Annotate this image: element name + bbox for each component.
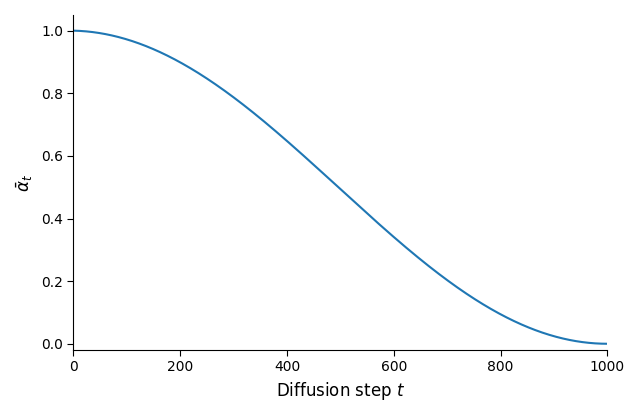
X-axis label: Diffusion step $t$: Diffusion step $t$ [276,380,405,402]
Y-axis label: $\bar{\alpha}_t$: $\bar{\alpha}_t$ [15,173,35,191]
